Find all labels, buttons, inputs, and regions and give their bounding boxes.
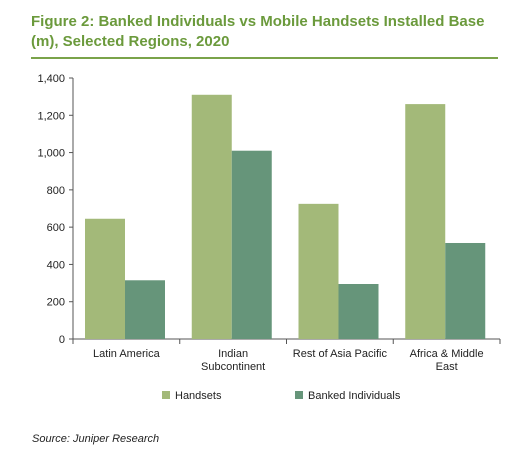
y-tick-label: 1,200 [37,110,65,122]
chart-labels: 0 200 400 600 800 1,000 1,200 1,400 Latin Americ… [37,73,483,373]
bar-banked-individuals-0 [125,280,165,339]
chart-bars [85,94,486,340]
bar-banked-individuals-3 [445,242,486,339]
bar-handsets-3 [405,104,446,339]
y-tick-label: 1,000 [37,148,65,160]
chart-title: Figure 2: Banked Individuals vs Mobile H… [31,13,485,50]
x-category-label: Subcontinent [201,361,265,373]
bar-banked-individuals-2 [338,284,379,339]
source-note: Source: Juniper Research [32,433,160,445]
bar-handsets-0 [85,218,125,339]
x-category-label: Rest of Asia Pacific [293,348,388,360]
x-category-label: Indian [218,348,248,360]
bar-banked-individuals-1 [231,150,272,339]
x-category-label: Africa & Middle [410,348,484,360]
chart-legend: Handsets Banked Individuals [162,390,401,402]
legend-label: Handsets [175,390,222,402]
title-underline [31,57,498,59]
legend-swatch [295,391,303,399]
y-tick-label: 600 [47,222,65,234]
x-category-label: East [436,361,458,373]
legend-swatch [162,391,170,399]
y-tick-label: 200 [47,297,65,309]
legend-label: Banked Individuals [308,390,401,402]
y-tick-label: 0 [59,334,65,346]
y-tick-label: 400 [47,259,65,271]
x-category-label: Latin America [93,348,161,360]
bar-handsets-2 [298,203,339,339]
bar-handsets-1 [191,94,232,340]
y-tick-label: 1,400 [37,73,65,85]
y-tick-label: 800 [47,185,65,197]
